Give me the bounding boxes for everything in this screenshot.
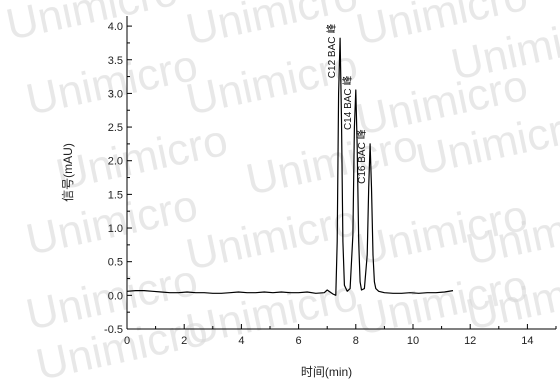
y-tick-label: 2.5 [108, 122, 123, 134]
x-tick-label: 6 [296, 335, 302, 347]
y-tick-label: 4.0 [108, 21, 123, 33]
y-tick-label: 3.0 [108, 88, 123, 100]
x-tick-label: 12 [464, 335, 476, 347]
y-tick-label: 3.5 [108, 55, 123, 67]
y-tick-label: -0.5 [104, 324, 123, 336]
x-tick-label: 14 [521, 335, 533, 347]
peak-label: C16 BAC 峰 [356, 129, 368, 183]
peak-label: C12 BAC 峰 [326, 24, 338, 78]
chromatogram-line [126, 37, 454, 296]
x-tick-label: 10 [407, 335, 419, 347]
y-tick-label: 1.5 [108, 189, 123, 201]
peak-label: C14 BAC 峰 [342, 76, 354, 130]
x-axis-label: 时间(min) [301, 365, 352, 379]
y-axis-label: 信号(mAU) [61, 143, 75, 202]
axis-label-layer: 时间(min) 信号(mAU) [61, 143, 352, 379]
x-tick-label: 4 [238, 335, 244, 347]
axes [126, 16, 556, 330]
x-tick-label: 0 [124, 335, 130, 347]
watermark-text: Unimicro [182, 196, 362, 280]
x-tick-label: 2 [181, 335, 187, 347]
watermark-text: Unimicro [52, 116, 232, 200]
y-tick-label: 1.0 [108, 223, 123, 235]
watermark-text: Unimicro [2, 0, 182, 50]
y-tick-label: 2.0 [108, 156, 123, 168]
x-tick-label: 8 [353, 335, 359, 347]
watermark-text: Unimicro [22, 41, 202, 125]
y-tick-label: 0.5 [108, 257, 123, 269]
tick-layer: -0.5 0.0 0.5 1.0 1.5 2.0 2.5 3.0 3.5 4.0 0 2 4 6 8 10 12… [104, 21, 557, 347]
watermark-text: Unimicro [242, 121, 422, 205]
y-tick-label: 0.0 [108, 290, 123, 302]
